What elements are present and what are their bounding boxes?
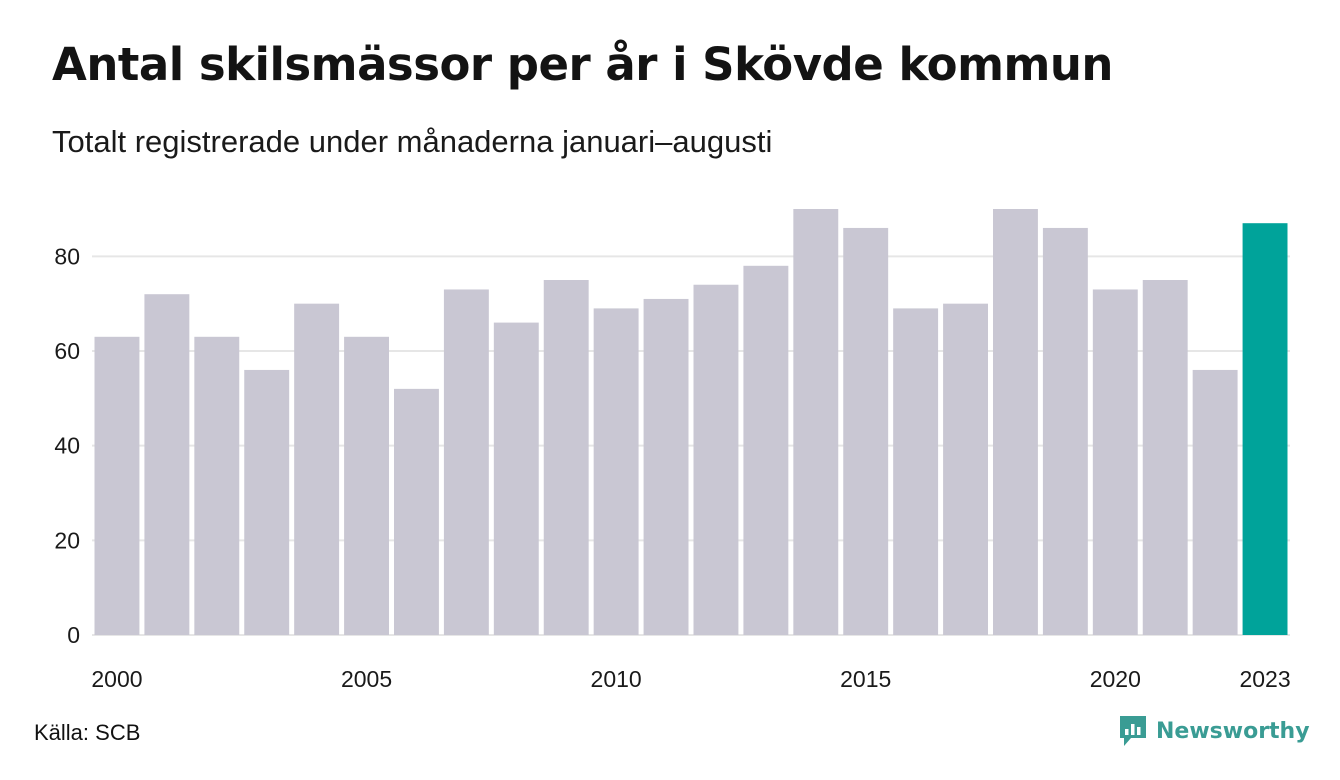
bar-2009 bbox=[543, 280, 589, 635]
x-tick-label: 2000 bbox=[91, 666, 142, 692]
bar-2002 bbox=[194, 336, 240, 635]
bar-2000 bbox=[94, 336, 140, 635]
x-tick-label: 2015 bbox=[840, 666, 891, 692]
x-tick-label: 2020 bbox=[1090, 666, 1141, 692]
brand-name: Newsworthy bbox=[1156, 718, 1310, 744]
source-note: Källa: SCB bbox=[34, 720, 141, 745]
bar-2011 bbox=[643, 298, 689, 635]
bar-2008 bbox=[493, 322, 539, 635]
newsworthy-logo-icon bbox=[1120, 716, 1146, 746]
bar-2019 bbox=[1042, 227, 1088, 635]
bar-2020 bbox=[1092, 289, 1138, 635]
brand-logo: Newsworthy bbox=[1118, 714, 1310, 748]
y-axis-tick-labels: 0 20 40 60 80 bbox=[54, 243, 80, 648]
bar-2012 bbox=[693, 284, 739, 635]
bar-2005 bbox=[344, 336, 389, 635]
bar-2015 bbox=[843, 227, 889, 635]
chart-title: Antal skilsmässor per år i Skövde kommun bbox=[52, 38, 1113, 91]
bar-2006 bbox=[394, 388, 439, 635]
gridlines bbox=[92, 255, 1290, 636]
bar-2004 bbox=[294, 303, 340, 635]
x-tick-label: 2005 bbox=[341, 666, 392, 692]
bar-2013 bbox=[743, 265, 789, 635]
x-tick-label: 2023 bbox=[1239, 666, 1290, 692]
bar-2018 bbox=[993, 209, 1038, 635]
y-tick-label: 60 bbox=[54, 338, 80, 364]
y-tick-label: 40 bbox=[54, 433, 80, 459]
bar-2010 bbox=[593, 308, 639, 635]
bar-2014 bbox=[793, 209, 839, 635]
bar-2021 bbox=[1142, 280, 1188, 635]
y-tick-label: 80 bbox=[54, 243, 80, 269]
x-axis-tick-labels: 2000 2005 2010 2015 2020 2023 bbox=[91, 666, 1290, 692]
bars bbox=[94, 209, 1288, 635]
bar-2023 bbox=[1242, 223, 1288, 635]
bar-2017 bbox=[943, 303, 988, 635]
y-tick-label: 0 bbox=[67, 622, 80, 648]
y-tick-label: 20 bbox=[54, 527, 80, 553]
bar-2007 bbox=[443, 289, 489, 635]
chart-subtitle: Totalt registrerade under månaderna janu… bbox=[52, 124, 773, 159]
bar-2001 bbox=[144, 294, 190, 635]
bar-2016 bbox=[893, 308, 939, 635]
bar-2003 bbox=[244, 369, 290, 635]
x-tick-label: 2010 bbox=[591, 666, 642, 692]
bar-2022 bbox=[1192, 369, 1238, 635]
